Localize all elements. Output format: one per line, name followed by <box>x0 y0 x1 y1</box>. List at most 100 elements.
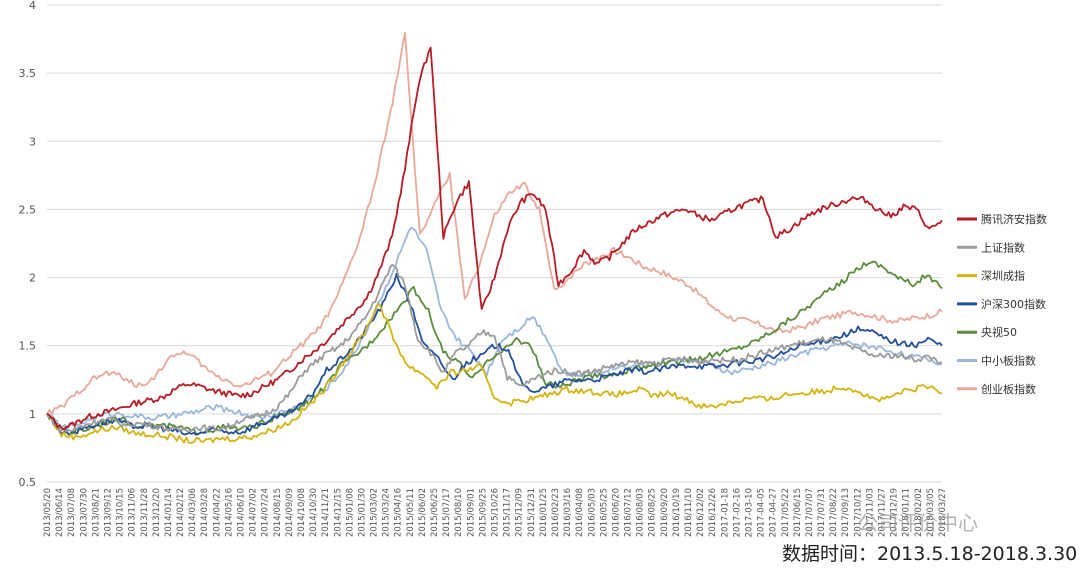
x-tick-label: 2015/08/10 <box>454 488 464 537</box>
y-tick-label: 3.5 <box>19 67 37 80</box>
series-line-0 <box>46 46 943 431</box>
y-axis-ticks: 0.5 1 1.5 2 2.5 3 3.5 4 <box>19 0 37 489</box>
x-tick-label: 2017/05/22 <box>781 488 791 537</box>
gridlines <box>47 4 942 483</box>
x-tick-label: 2016/05/03 <box>587 488 597 537</box>
x-tick-label: 2015/03/24 <box>382 488 392 537</box>
y-tick-label: 1 <box>29 408 36 421</box>
x-tick-label: 2014/01/14 <box>164 488 174 537</box>
series-line-1 <box>46 263 943 434</box>
x-tick-label: 2016/11/10 <box>684 488 694 537</box>
series-line-3 <box>46 272 943 436</box>
x-tick-label: 2013/08/21 <box>91 488 101 537</box>
x-tick-label: 2015/01/08 <box>345 488 355 537</box>
x-tick-label: 2013/07/30 <box>79 488 89 537</box>
x-tick-label: 2014/08/15 <box>273 488 283 537</box>
x-tick-label: 2015/09/25 <box>478 488 488 537</box>
x-tick-label: 2013/11/28 <box>140 488 150 537</box>
x-tick-label: 2017-01-18 <box>720 488 730 537</box>
x-tick-label: 2017/11/03 <box>865 488 875 537</box>
x-tick-label: 2013/05/20 <box>43 488 53 537</box>
x-tick-label: 2014/10/08 <box>297 488 307 537</box>
x-tick-label: 2013/10/15 <box>116 488 126 537</box>
x-tick-label: 2013/06/14 <box>55 488 65 537</box>
x-tick-label: 2015/09/01 <box>466 488 476 537</box>
x-tick-label: 2017-02-16 <box>732 488 742 537</box>
watermark-text: 公司评价中心 <box>858 511 978 535</box>
x-tick-label: 2015/10/26 <box>491 488 501 537</box>
x-tick-label: 2015/06/02 <box>418 488 428 537</box>
legend-label-6: 创业板指数 <box>981 382 1036 396</box>
x-tick-label: 2016/12/26 <box>708 488 718 537</box>
legend-label-4: 央视50 <box>981 325 1017 339</box>
y-tick-label: 2.5 <box>19 203 37 216</box>
x-tick-label: 2013/09/12 <box>103 488 113 537</box>
x-tick-label: 2017/11/27 <box>878 488 888 537</box>
x-tick-label: 2016/05/25 <box>599 488 609 537</box>
x-tick-label: 2016/10/19 <box>672 488 682 537</box>
legend-label-3: 沪深300指数 <box>981 297 1046 311</box>
y-tick-label: 2 <box>29 272 36 285</box>
series-line-6 <box>46 32 943 416</box>
x-tick-label: 2017/07/07 <box>805 488 815 537</box>
x-tick-label: 2016/07/12 <box>624 488 634 537</box>
x-tick-label: 2015/06/25 <box>430 488 440 537</box>
x-tick-label: 2014/04/22 <box>212 488 222 537</box>
legend-label-1: 上证指数 <box>981 240 1025 254</box>
x-tick-label: 2015/04/16 <box>394 488 404 537</box>
x-axis-ticks: 2013/05/20 2013/06/14 2013/07/08 2013/07/30… <box>43 488 948 537</box>
x-tick-label: 2016/06/20 <box>611 488 621 537</box>
x-tick-label: 2017/10/12 <box>853 488 863 537</box>
y-tick-label: 0.5 <box>19 476 37 489</box>
x-tick-label: 2017-03-10 <box>744 488 754 537</box>
x-tick-label: 2015/03/02 <box>370 488 380 537</box>
x-tick-label: 2015/12/09 <box>515 488 525 537</box>
series-line-2 <box>46 302 943 444</box>
x-tick-label: 2015/12/31 <box>527 488 537 537</box>
x-tick-label: 2014/05/16 <box>224 488 234 537</box>
data-period-caption: 数据时间：2013.5.18-2018.3.30 <box>782 543 1077 565</box>
x-tick-label: 2016/01/25 <box>539 488 549 537</box>
x-tick-label: 2014/07/02 <box>249 488 259 537</box>
x-tick-label: 2014/07/24 <box>261 488 271 537</box>
x-tick-label: 2013/11/06 <box>128 488 138 537</box>
x-tick-label: 2013/07/08 <box>67 488 77 537</box>
x-tick-label: 2017/12/19 <box>890 488 900 537</box>
y-tick-label: 4 <box>29 0 36 12</box>
x-tick-label: 2016/09/20 <box>660 488 670 537</box>
x-tick-label: 2013/12/20 <box>152 488 162 537</box>
x-tick-label: 2016/04/08 <box>575 488 585 537</box>
legend-label-5: 中小板指数 <box>981 354 1036 368</box>
x-tick-label: 2015/05/11 <box>406 488 416 537</box>
x-tick-label: 2014/09/09 <box>285 488 295 537</box>
x-tick-label: 2018/02/02 <box>914 488 924 537</box>
y-tick-label: 1.5 <box>19 340 37 353</box>
legend-label-2: 深圳成指 <box>981 269 1025 283</box>
x-tick-label: 2014/10/30 <box>309 488 319 537</box>
x-tick-label: 2017-04-27 <box>769 488 779 537</box>
x-tick-label: 2015/07/17 <box>442 488 452 537</box>
x-tick-label: 2016/03/16 <box>563 488 573 537</box>
x-tick-label: 2017-04-05 <box>757 488 767 537</box>
x-tick-label: 2017/09/13 <box>841 488 851 537</box>
x-tick-label: 2014/11/21 <box>321 488 331 537</box>
x-tick-label: 2017/07/31 <box>817 488 827 537</box>
legend-label-0: 腾讯济安指数 <box>981 212 1047 226</box>
x-tick-label: 2018/03/27 <box>938 488 948 537</box>
x-tick-label: 2018/03/05 <box>926 488 936 537</box>
x-tick-label: 2014/12/15 <box>333 488 343 537</box>
x-tick-label: 2015/01/30 <box>357 488 367 537</box>
x-tick-label: 2015/11/17 <box>503 488 513 537</box>
x-tick-label: 2017/06/15 <box>793 488 803 537</box>
x-tick-label: 2016/08/03 <box>636 488 646 537</box>
x-tick-label: 2014/03/06 <box>188 488 198 537</box>
x-tick-label: 2014/02/12 <box>176 488 186 537</box>
y-tick-label: 3 <box>29 135 36 148</box>
x-tick-label: 2014/06/10 <box>237 488 247 537</box>
x-tick-label: 2017/08/22 <box>829 488 839 537</box>
x-tick-label: 2016/02/23 <box>551 488 561 537</box>
